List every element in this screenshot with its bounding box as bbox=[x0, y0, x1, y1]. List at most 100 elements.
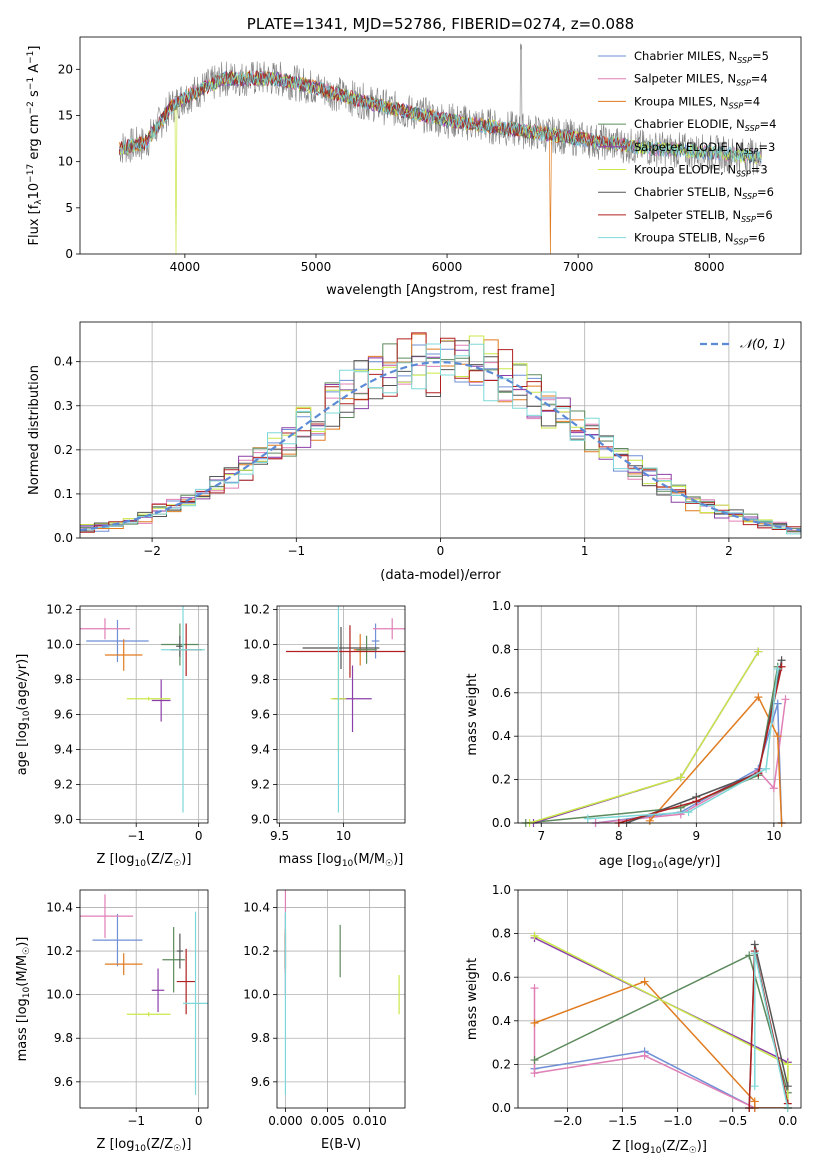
y-tick-label: 0.0 bbox=[492, 816, 511, 830]
legend-label-count: =6 bbox=[756, 208, 773, 222]
y-tick-label: 9.6 bbox=[54, 708, 73, 722]
mass-weight-marker bbox=[783, 1082, 792, 1091]
legend-label: Kroupa ELODIE, NSSP=3 bbox=[634, 163, 768, 179]
y-tick-label: 9.6 bbox=[251, 1075, 270, 1089]
legend-label-main: Chabrier STELIB, N bbox=[634, 185, 742, 199]
x-tick-label: −1 bbox=[287, 544, 305, 558]
observed-spectrum-line bbox=[119, 43, 762, 175]
mass-vs-metallicity-panel: −1 09.69.810.010.210.4Z [log10(Z/Z☉)]mass… bbox=[15, 889, 209, 1154]
y-axis-label: Normed distribution bbox=[27, 365, 42, 495]
mass-weight-marker bbox=[773, 699, 782, 708]
x-tick-label: 7000 bbox=[563, 260, 594, 274]
y-tick-label: 0.8 bbox=[492, 642, 511, 656]
plot-frame bbox=[517, 889, 802, 1109]
x-tick-label: 8 bbox=[615, 829, 623, 843]
y-tick-label: 10.4 bbox=[243, 900, 270, 914]
legend-label-main: Kroupa MILES, N bbox=[634, 94, 729, 108]
x-tick-label: 4000 bbox=[170, 260, 201, 274]
mass-weight-marker bbox=[777, 662, 786, 671]
label-part: 10 bbox=[652, 861, 664, 871]
y-tick-label: 15 bbox=[58, 108, 73, 122]
label-part: s bbox=[27, 90, 42, 101]
label-part: )] bbox=[697, 1139, 707, 1154]
legend-label-count: =4 bbox=[743, 94, 760, 108]
x-tick-label: 0.005 bbox=[310, 1114, 344, 1128]
mass-weight-marker bbox=[692, 797, 701, 806]
x-tick-label: 10 bbox=[766, 829, 781, 843]
y-tick-label: 0.2 bbox=[492, 773, 511, 787]
x-tick-label: 10 bbox=[336, 829, 351, 843]
legend-label-main: Salpeter STELIB, N bbox=[634, 208, 741, 222]
legend-label: Kroupa MILES, NSSP=4 bbox=[634, 94, 760, 110]
legend-label-sub: SSP bbox=[742, 192, 757, 201]
y-tick-label: 9.2 bbox=[54, 778, 73, 792]
y-tick-label: 10.2 bbox=[243, 603, 270, 617]
y-tick-label: 9.0 bbox=[251, 813, 270, 827]
x-tick-label: 0 bbox=[195, 829, 203, 843]
x-tick-label: 2 bbox=[725, 544, 733, 558]
legend-label: 𝒩(0, 1) bbox=[740, 336, 786, 351]
mass-weight-line bbox=[587, 668, 779, 820]
y-tick-label: 9.8 bbox=[54, 673, 73, 687]
mass-weight-marker bbox=[645, 816, 654, 825]
label-part: 10 bbox=[22, 986, 32, 998]
legend-label-sub: SSP bbox=[736, 170, 751, 179]
x-axis-label: mass [log10(M/M☉)] bbox=[279, 852, 404, 869]
y-tick-label: 9.4 bbox=[251, 743, 270, 757]
y-axis-label: mass weight bbox=[465, 958, 480, 1040]
label-part: erg cm bbox=[27, 114, 42, 163]
label-part: (M/M bbox=[15, 955, 30, 987]
label-part: 10 bbox=[22, 710, 32, 722]
mass-weight-marker bbox=[745, 951, 754, 960]
label-part: ☉ bbox=[689, 1146, 697, 1156]
legend-label-sub: SSP bbox=[737, 56, 752, 65]
y-tick-label: 10.2 bbox=[46, 944, 73, 958]
y-tick-label: 5 bbox=[65, 201, 73, 215]
label-part: ☉ bbox=[173, 1144, 181, 1154]
age-vs-metallicity-panel: −1 09.09.29.49.69.810.010.2Z [log10(Z/Z☉)… bbox=[15, 603, 209, 869]
x-tick-label: 1 bbox=[581, 544, 589, 558]
plot-frame bbox=[517, 605, 802, 824]
mass-weight-marker bbox=[684, 808, 693, 817]
legend-label-main: Chabrier ELODIE, N bbox=[634, 117, 745, 131]
mass-vs-extinction-panel: 0.000 0.005 0.010 9.6 9.8 10.0 10.2 10.4 E(B-V) bbox=[243, 889, 406, 1152]
y-tick-label: 10.0 bbox=[243, 988, 270, 1002]
y-tick-label: 10.2 bbox=[243, 944, 270, 958]
legend-label: Salpeter STELIB, NSSP=6 bbox=[634, 208, 773, 224]
x-tick-label: 0.010 bbox=[352, 1114, 386, 1128]
x-tick-label: 0 bbox=[437, 544, 445, 558]
legend-label-main: Salpeter MILES, N bbox=[634, 72, 736, 86]
mass-weight-marker bbox=[773, 732, 782, 741]
y-tick-label: 0.6 bbox=[492, 970, 511, 984]
mass-weight-marker bbox=[754, 693, 763, 702]
y-axis-label: Flux [fλ10−17 erg cm−2 s−1 A−1] bbox=[26, 46, 44, 246]
legend-label-count: =3 bbox=[751, 163, 768, 177]
x-tick-label: −1.0 bbox=[663, 1114, 692, 1128]
legend-label-count: =6 bbox=[757, 185, 774, 199]
label-part: )] bbox=[181, 852, 191, 867]
label-part: 10 bbox=[27, 183, 42, 200]
y-tick-label: 0.3 bbox=[54, 399, 73, 413]
legend-label: Salpeter ELODIE, NSSP=3 bbox=[634, 140, 775, 156]
legend-label-count: =5 bbox=[752, 49, 769, 63]
x-axis-label: age [log10(age/yr)] bbox=[599, 854, 721, 871]
label-part: Flux [f bbox=[27, 204, 42, 245]
y-tick-label: 9.2 bbox=[251, 778, 270, 792]
legend-label-count: =6 bbox=[748, 231, 765, 245]
label-part: ☉ bbox=[385, 859, 393, 869]
x-tick-label: 9 bbox=[693, 829, 701, 843]
label-part: (age/yr)] bbox=[15, 654, 30, 711]
label-part: 10 bbox=[134, 859, 146, 869]
mass-weight-marker bbox=[530, 984, 539, 993]
mass-weight-marker bbox=[750, 1082, 759, 1091]
x-axis-label: wavelength [Angstrom, rest frame] bbox=[326, 283, 555, 298]
y-tick-label: 10.4 bbox=[46, 900, 73, 914]
legend-label-sub: SSP bbox=[736, 79, 751, 88]
label-part: mass [log bbox=[15, 998, 30, 1061]
x-tick-label: −2.0 bbox=[553, 1114, 582, 1128]
label-part: 10 bbox=[342, 859, 354, 869]
label-part: Z [log bbox=[612, 1139, 650, 1154]
label-part: mass [log bbox=[279, 852, 342, 867]
legend-label: Kroupa STELIB, NSSP=6 bbox=[634, 231, 765, 247]
